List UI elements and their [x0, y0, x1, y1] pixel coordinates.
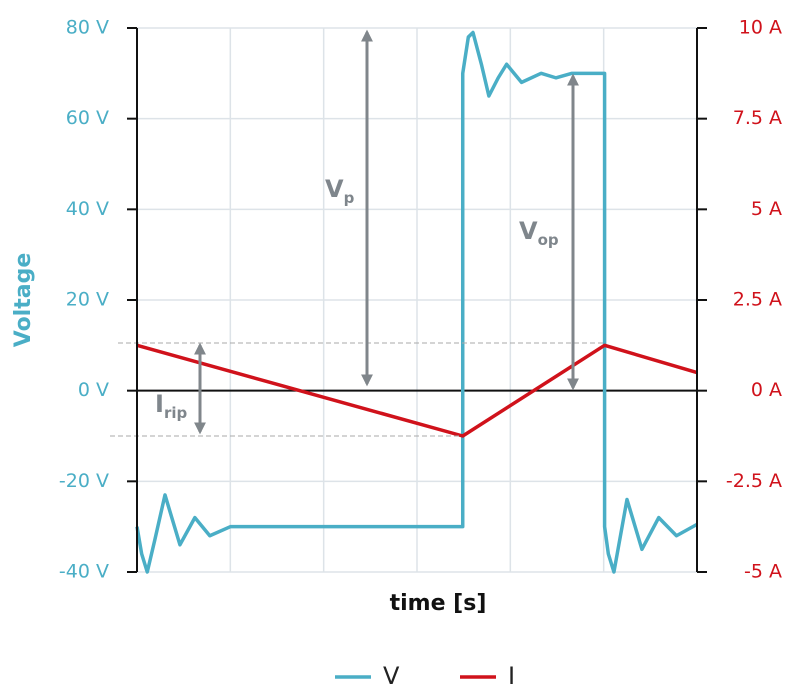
y-axis-label: Voltage — [11, 253, 36, 348]
y2-tick-label: -2.5 A — [726, 470, 782, 492]
y-tick-label: -40 V — [59, 561, 109, 583]
x-axis-label: time [s] — [390, 591, 487, 616]
y2-tick-label: 2.5 A — [733, 289, 782, 311]
legend-label: V — [383, 662, 400, 690]
y-tick-label: 0 V — [78, 379, 109, 401]
y-tick-label: 20 V — [66, 289, 109, 311]
series-line — [135, 30, 698, 574]
grid — [136, 27, 698, 573]
series-line — [136, 343, 698, 438]
annotation: Vop — [519, 217, 559, 249]
y2-tick-label: -5 A — [744, 561, 782, 583]
y2-tick-label: 0 A — [751, 379, 782, 401]
annotation: Irip — [155, 390, 187, 422]
y-tick-label: -20 V — [59, 470, 109, 492]
y-tick-label: 60 V — [66, 107, 109, 129]
y2-tick-label: 5 A — [751, 198, 782, 220]
y2-tick-label: 7.5 A — [733, 107, 782, 129]
legend-label: I — [508, 662, 515, 690]
y2-tick-label: 10 A — [739, 17, 782, 39]
annotation: Vp — [325, 175, 355, 207]
plot — [135, 30, 698, 574]
y-tick-label: 40 V — [66, 198, 109, 220]
y-tick-label: 80 V — [66, 17, 109, 39]
